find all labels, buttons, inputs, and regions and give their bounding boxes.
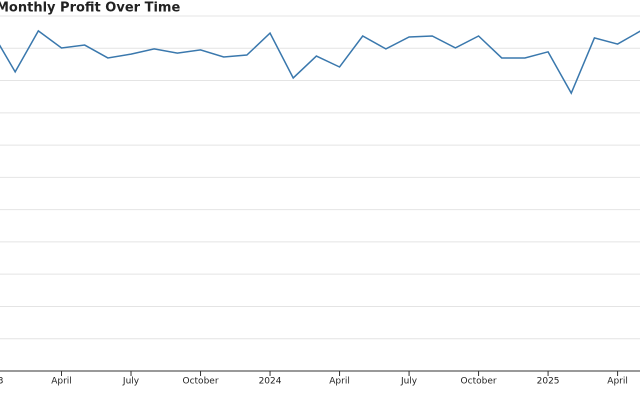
x-tick-label: 2024: [259, 377, 282, 387]
x-tick-label: 2023: [0, 377, 3, 387]
x-tick-label: April: [51, 377, 72, 387]
x-tick-label: 2025: [537, 377, 560, 387]
x-tick-label: October: [183, 377, 219, 387]
chart-title: Monthly Profit Over Time: [0, 1, 180, 16]
x-tick-label: April: [329, 377, 350, 387]
line-series: [0, 29, 640, 95]
x-tick-label: April: [607, 377, 628, 387]
x-tick-label: October: [461, 377, 497, 387]
x-tick-label: July: [122, 377, 140, 387]
x-tick-label: July: [400, 377, 418, 387]
